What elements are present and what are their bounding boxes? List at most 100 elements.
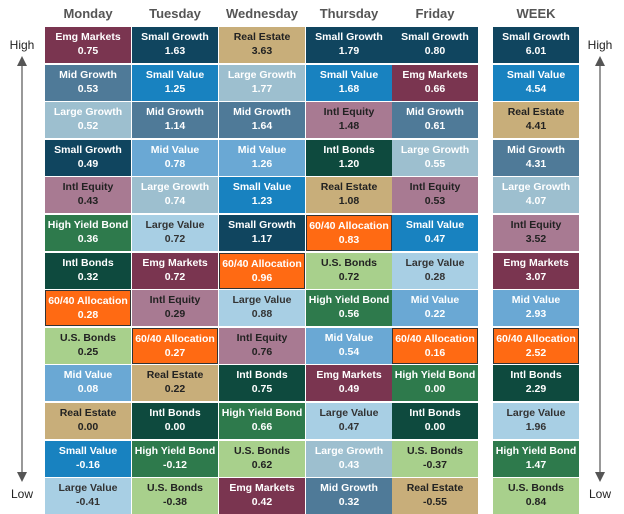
return-value: 1.25 (164, 82, 186, 95)
return-value: 0.66 (424, 82, 446, 95)
cell-thursday-6: 60/40 Allocation 0.83 (306, 215, 392, 251)
asset-label: Small Growth (141, 31, 209, 43)
return-value: 0.96 (251, 271, 273, 284)
cell-wednesday-4: Mid Value 1.26 (219, 139, 305, 176)
cell-monday-10: Mid Value 0.08 (45, 365, 131, 402)
cell-tuesday-9: 60/40 Allocation 0.27 (132, 327, 218, 364)
return-value: 1.77 (251, 82, 273, 95)
return-value: 0.80 (424, 45, 446, 57)
cell-wednesday-1: Real Estate 3.63 (219, 27, 305, 63)
asset-label: Intl Bonds (409, 407, 461, 419)
cell-monday-13: Large Value -0.41 (45, 478, 131, 514)
high-label-left: High (9, 38, 35, 52)
cell-thursday-5: Real Estate 1.08 (306, 177, 392, 214)
cell-thursday-1: Small Growth 1.79 (306, 27, 392, 63)
asset-label: Mid Growth (59, 68, 117, 81)
cell-friday-12: U.S. Bonds -0.37 (392, 440, 478, 477)
cell-friday-3: Mid Growth 0.61 (392, 102, 478, 139)
asset-label: Intl Equity (149, 294, 201, 307)
cell-monday-9: U.S. Bonds 0.25 (45, 327, 131, 364)
return-value: 0.00 (424, 383, 446, 396)
return-value: 0.75 (251, 383, 273, 396)
asset-label: Mid Growth (507, 143, 565, 156)
return-value: -0.16 (76, 458, 100, 471)
return-value: 3.52 (525, 233, 547, 245)
column-header-tuesday: Tuesday (149, 6, 201, 21)
cell-wednesday-10: Intl Bonds 0.75 (219, 365, 305, 402)
return-value: 2.93 (525, 308, 547, 321)
cell-week-11: Large Value 1.96 (493, 403, 579, 439)
cell-week-4: Mid Growth 4.31 (493, 139, 579, 176)
cell-week-5: Large Growth 4.07 (493, 177, 579, 214)
cell-monday-8: 60/40 Allocation 0.28 (45, 290, 131, 327)
cell-tuesday-4: Mid Value 0.78 (132, 139, 218, 176)
return-value: 1.68 (338, 82, 360, 95)
asset-label: Intl Equity (236, 331, 288, 344)
cell-tuesday-6: Large Value 0.72 (132, 215, 218, 251)
return-value: 1.14 (164, 120, 186, 133)
return-value: 0.56 (338, 308, 360, 321)
left-rank-arrow (17, 56, 27, 482)
return-value: 2.29 (525, 383, 547, 396)
asset-label: Intl Bonds (149, 407, 201, 419)
return-value: 0.29 (164, 308, 186, 321)
asset-label: Mid Value (511, 294, 561, 307)
asset-label: Intl Bonds (510, 369, 562, 382)
asset-label: Intl Equity (510, 219, 562, 231)
cell-monday-7: Intl Bonds 0.32 (45, 252, 131, 289)
cell-wednesday-5: Small Value 1.23 (219, 177, 305, 214)
return-value: 0.84 (525, 496, 547, 509)
cell-friday-8: Mid Value 0.22 (392, 290, 478, 327)
return-value: 0.78 (164, 157, 186, 170)
asset-label: Small Value (506, 68, 566, 81)
return-value: 0.72 (338, 270, 360, 283)
cell-thursday-8: High Yield Bond 0.56 (306, 290, 392, 327)
cell-thursday-13: Mid Growth 0.32 (306, 478, 392, 514)
asset-label: High Yield Bond (134, 444, 216, 457)
return-value: 1.23 (251, 195, 273, 208)
asset-label: Mid Growth (320, 482, 378, 495)
asset-label: Emg Markets (142, 256, 208, 269)
cell-monday-3: Large Growth 0.52 (45, 102, 131, 139)
asset-label: Emg Markets (316, 369, 382, 382)
return-value: 0.00 (77, 421, 99, 433)
return-value: 1.20 (338, 157, 360, 170)
asset-label: Real Estate (320, 181, 378, 194)
asset-label: Emg Markets (55, 31, 121, 43)
cell-monday-4: Small Growth 0.49 (45, 139, 131, 176)
cell-monday-2: Mid Growth 0.53 (45, 64, 131, 101)
column-header-week: WEEK (516, 6, 556, 21)
return-value: 4.41 (525, 120, 547, 133)
asset-label: High Yield Bond (221, 407, 303, 419)
cell-monday-1: Emg Markets 0.75 (45, 27, 131, 63)
return-value: 0.49 (77, 157, 99, 170)
cell-monday-5: Intl Equity 0.43 (45, 177, 131, 214)
asset-label: 60/40 Allocation (135, 332, 215, 345)
return-value: 0.54 (338, 345, 360, 358)
asset-label: Large Growth (140, 181, 210, 194)
cell-friday-7: Large Value 0.28 (392, 252, 478, 289)
asset-label: Large Value (405, 256, 465, 269)
asset-label: Small Value (145, 68, 205, 81)
return-value: 1.48 (338, 120, 360, 133)
asset-label: Mid Value (324, 331, 374, 344)
return-value: 0.22 (424, 308, 446, 321)
return-value: 0.83 (338, 234, 360, 246)
asset-label: Mid Value (237, 143, 287, 156)
return-value: 0.66 (251, 421, 273, 433)
asset-label: Small Growth (54, 143, 122, 156)
asset-label: Small Growth (315, 31, 383, 43)
cell-friday-2: Emg Markets 0.66 (392, 64, 478, 101)
return-value: 1.17 (251, 233, 273, 245)
asset-label: Real Estate (233, 31, 291, 43)
return-value: 0.72 (164, 233, 186, 245)
return-value: -0.37 (423, 458, 447, 471)
return-value: 0.75 (77, 45, 99, 57)
asset-label: Small Growth (228, 219, 296, 231)
cell-tuesday-3: Mid Growth 1.14 (132, 102, 218, 139)
asset-label: Intl Bonds (323, 143, 375, 156)
cell-friday-11: Intl Bonds 0.00 (392, 403, 478, 439)
return-value: 0.47 (424, 233, 446, 245)
asset-label: 60/40 Allocation (496, 332, 576, 345)
asset-label: U.S. Bonds (59, 331, 116, 344)
